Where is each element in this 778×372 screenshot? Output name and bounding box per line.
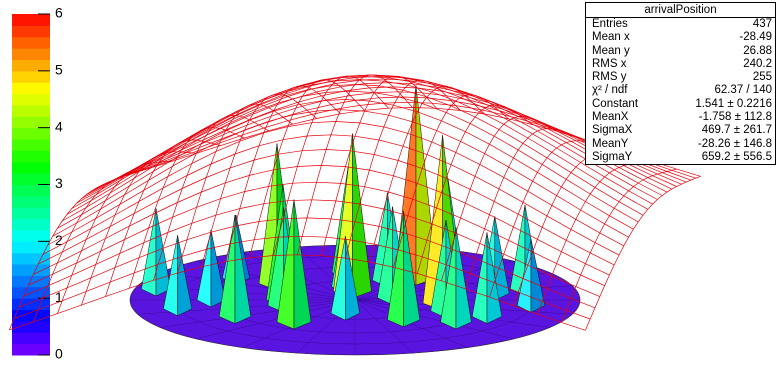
spike-face: [403, 211, 421, 328]
stats-row: χ² / ndf 62.37 / 140: [586, 84, 775, 97]
stats-value: 1.541 ± 0.2216: [695, 97, 772, 110]
palette-band: [12, 241, 50, 254]
disk-grid: [160, 299, 356, 328]
stats-row: Constant 1.541 ± 0.2216: [586, 98, 775, 111]
palette-band: [12, 36, 50, 49]
stats-label: Mean x: [592, 31, 630, 44]
stats-row: SigmaY 659.2 ± 556.5: [586, 151, 775, 164]
stats-value: -28.49: [739, 31, 772, 44]
stats-row: Mean y 26.88: [586, 45, 775, 58]
palette-band: [12, 184, 50, 197]
palette-band: [12, 93, 50, 106]
palette-band: [12, 173, 50, 185]
palette-band: [12, 298, 50, 311]
spike-face: [293, 199, 312, 330]
disk-grid: [354, 299, 468, 348]
stats-label: MeanY: [592, 137, 629, 150]
stats-label: SigmaY: [592, 150, 633, 163]
spike-face: [210, 229, 226, 308]
palette-band: [12, 59, 50, 72]
stats-value: -28.26 ± 146.8: [697, 137, 772, 150]
palette-band: [12, 343, 50, 356]
stats-value: 659.2 ± 556.5: [701, 150, 772, 163]
z-tick-label: 0: [55, 346, 63, 362]
stats-value: 62.37 / 140: [714, 84, 772, 97]
spike-face: [530, 238, 546, 313]
palette-band: [12, 161, 50, 174]
stats-title: arrivalPosition: [586, 3, 775, 18]
stats-row: Entries 437: [586, 18, 775, 31]
z-tick-label: 6: [55, 5, 63, 21]
stats-row: SigmaX 469.7 ± 261.7: [586, 124, 775, 137]
stats-value: -1.758 ± 112.8: [698, 111, 772, 124]
stats-label: Mean y: [592, 44, 630, 57]
stats-label: SigmaX: [592, 124, 633, 137]
z-tick-label: 3: [55, 175, 63, 191]
z-tick-label: 1: [55, 289, 63, 305]
palette-band: [12, 127, 50, 140]
disk-grid: [195, 299, 356, 340]
stats-value: 469.7 ± 261.7: [701, 124, 772, 137]
palette-band: [12, 195, 50, 208]
z-tick-label: 4: [55, 118, 63, 134]
palette-band: [12, 104, 50, 117]
fit-mesh: [81, 74, 658, 200]
stats-value: 240.2: [743, 57, 772, 70]
stats-label: RMS y: [592, 71, 627, 84]
palette-band: [12, 264, 50, 276]
spike-face: [155, 208, 171, 297]
stats-row: RMS x 240.2: [586, 58, 775, 71]
fit-mesh: [585, 175, 701, 331]
stats-row: RMS y 255: [586, 71, 775, 84]
palette-band: [12, 275, 50, 288]
disk-grid: [160, 272, 356, 301]
stats-row: Mean x -28.49: [586, 31, 775, 44]
palette-band: [12, 229, 50, 242]
z-tick-label: 5: [55, 62, 63, 78]
palette-band: [12, 252, 50, 265]
palette-band: [12, 139, 50, 151]
fit-mesh: [561, 168, 677, 323]
stats-label: MeanX: [592, 111, 629, 124]
stats-label: Constant: [592, 97, 639, 110]
spike-face: [352, 133, 372, 299]
fit-mesh: [76, 76, 653, 205]
palette-band: [12, 48, 50, 60]
stats-label: Entries: [592, 18, 628, 30]
palette-band: [12, 70, 50, 83]
stats-row: MeanX -1.758 ± 112.8: [586, 111, 775, 124]
palette-band: [12, 14, 50, 26]
palette-band: [12, 320, 50, 333]
stats-value: 26.88: [743, 44, 772, 57]
spike-face: [177, 235, 193, 317]
palette-band: [12, 309, 50, 322]
disk-grid: [354, 299, 515, 340]
palette-band: [12, 218, 50, 231]
palette-band: [12, 116, 50, 129]
stats-box: arrivalPosition Entries 437 Mean x -28.49 Me…: [585, 2, 776, 166]
fit-mesh: [47, 121, 624, 247]
spike-face: [345, 236, 361, 321]
spike-face: [455, 227, 472, 330]
palette-band: [12, 25, 50, 38]
palette-band: [12, 332, 50, 345]
stats-label: χ² / ndf: [592, 84, 628, 97]
palette-band: [12, 150, 50, 163]
disk-grid: [354, 299, 414, 354]
spike-face: [486, 232, 503, 324]
stats-value: 437: [752, 18, 772, 30]
z-tick-label: 2: [55, 232, 63, 248]
stats-row: MeanY -28.26 ± 146.8: [586, 138, 775, 151]
palette-band: [12, 82, 50, 95]
palette-band: [12, 207, 50, 220]
stats-label: RMS x: [592, 57, 627, 70]
stats-value: 255: [752, 71, 772, 84]
